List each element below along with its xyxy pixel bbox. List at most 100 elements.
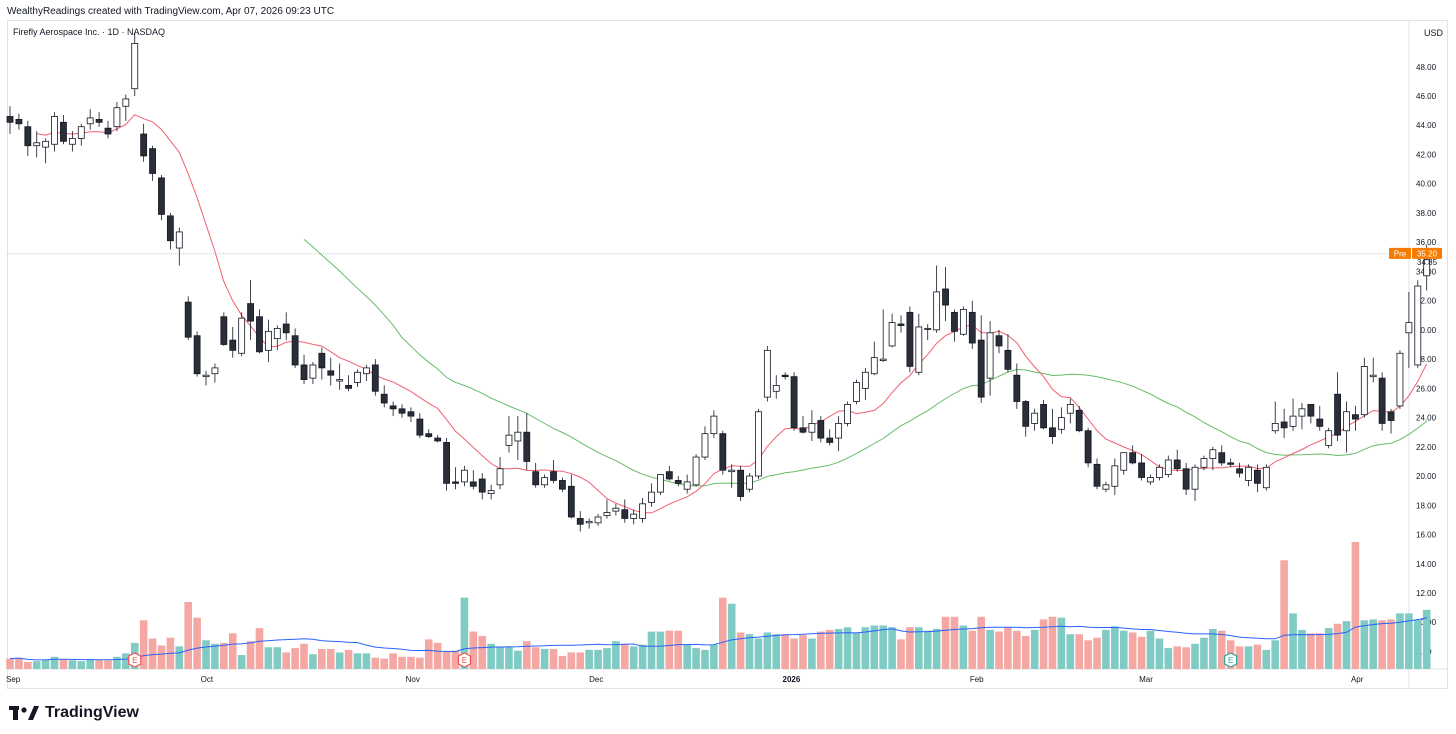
time-tick-label: Apr [1351, 675, 1364, 684]
chart-title: Firefly Aerospace Inc. · 1D · NASDAQ [13, 27, 165, 37]
candle-body [959, 309, 967, 335]
candle-body [1289, 415, 1297, 427]
candle-body [175, 231, 183, 249]
candle [879, 309, 887, 363]
candle [273, 325, 281, 351]
candle [808, 410, 816, 441]
candle [131, 33, 139, 97]
candle-body [15, 118, 23, 125]
candle-body [95, 118, 103, 123]
time-tick-label: Oct [201, 675, 214, 684]
volume-bar [68, 660, 77, 669]
candle-body [1129, 452, 1137, 464]
volume-bar [505, 646, 513, 669]
earnings-marker[interactable]: E [128, 652, 142, 668]
price-tick-label: 26.00 [1416, 384, 1437, 393]
candle-body [924, 328, 932, 330]
volume-bar [1084, 640, 1092, 669]
volume-bar [389, 653, 397, 669]
time-axis: Sep Oct Nov Dec 2026 Feb Mar Apr [6, 675, 1364, 684]
candle-body [1423, 259, 1431, 277]
volume-bar [1057, 617, 1066, 669]
volume-bar [300, 643, 308, 669]
candle-body [487, 490, 495, 494]
volume-bar [754, 638, 763, 669]
volume-bar [870, 625, 879, 669]
candle [77, 123, 85, 146]
volume-bar [745, 634, 754, 669]
candle-body [1155, 466, 1163, 478]
volume-bar [531, 647, 540, 669]
volume-bar [799, 635, 807, 669]
volume-bar [817, 631, 825, 669]
candle [443, 438, 450, 491]
earnings-marker[interactable]: E [457, 652, 472, 668]
candle [1236, 462, 1243, 478]
volume-bar [834, 628, 843, 669]
candle-body [879, 358, 887, 361]
candle [68, 131, 76, 152]
currency-label: USD [1424, 28, 1444, 38]
candle [746, 473, 753, 493]
candle-body [1325, 430, 1333, 446]
candle [362, 364, 370, 382]
candle-body [897, 323, 905, 326]
candle-body [746, 475, 753, 490]
earnings-marker[interactable]: E [1224, 652, 1238, 668]
volume-bar [41, 659, 50, 669]
candle [140, 123, 148, 162]
candle [1316, 405, 1324, 431]
volume-bar [558, 655, 567, 669]
candle-body [977, 339, 985, 398]
candle [514, 416, 522, 460]
volume-bar [1333, 623, 1342, 669]
candle-body [1262, 466, 1270, 489]
time-tick-label: Feb [970, 675, 984, 684]
candle [1013, 363, 1021, 409]
volume-bar [371, 657, 380, 669]
volume-bar [1324, 628, 1333, 669]
candle-body [140, 133, 148, 157]
volume-bar [237, 655, 246, 669]
candle-body [496, 468, 504, 486]
candle-body [1209, 449, 1217, 459]
volume-bar [968, 630, 977, 669]
candle [158, 174, 165, 221]
candle [594, 514, 602, 526]
volume-bar [246, 641, 255, 669]
volume-bar [157, 645, 166, 669]
candle-body [113, 107, 121, 128]
candle [861, 367, 869, 401]
volume-bar [808, 638, 816, 669]
price-tick-label: 18.00 [1416, 501, 1437, 510]
candle-body [184, 301, 192, 338]
candle-body [6, 116, 14, 123]
candle [567, 474, 575, 519]
candle [184, 296, 192, 341]
volume-bar [1048, 616, 1057, 669]
candle [1209, 446, 1217, 471]
volume-bar [1244, 646, 1253, 669]
candle-body [354, 371, 361, 383]
candle [1360, 357, 1368, 418]
candle [1093, 458, 1101, 490]
candle-body [1111, 465, 1119, 487]
candle-body [60, 121, 67, 142]
candle [229, 326, 237, 358]
volume-bar [576, 652, 585, 669]
volume-bar [1262, 649, 1271, 669]
candle-body [1387, 411, 1395, 421]
candle [461, 465, 468, 487]
volume-bar [1164, 648, 1173, 669]
candle-body [835, 423, 843, 439]
candle [576, 511, 584, 532]
volume-bar [941, 616, 950, 669]
candlesticks [6, 33, 1431, 532]
tradingview-logo[interactable]: TradingView [9, 703, 139, 723]
candle-body [576, 518, 584, 525]
candle-body [407, 411, 415, 417]
volume-bar [585, 649, 593, 669]
volume-bar [540, 648, 549, 669]
